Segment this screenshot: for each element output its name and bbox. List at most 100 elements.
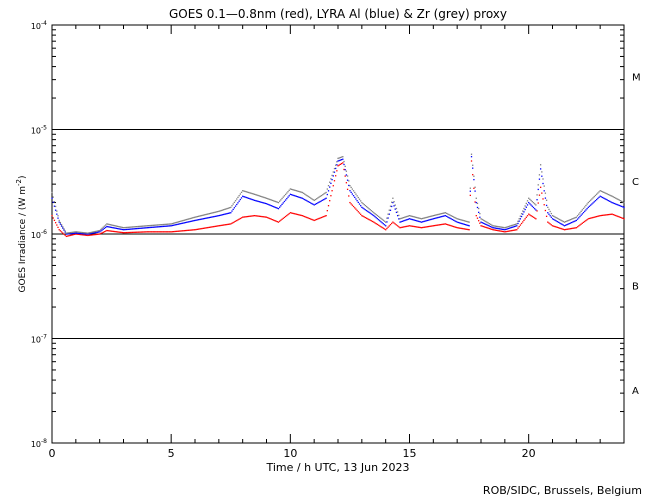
series-1-point xyxy=(469,190,471,192)
series-2-point xyxy=(354,191,356,194)
series-1-point xyxy=(263,202,265,204)
series-2-point xyxy=(622,201,624,203)
series-2-point xyxy=(597,192,599,194)
series-0-point xyxy=(489,228,492,230)
series-0-point xyxy=(144,231,146,233)
series-2-point xyxy=(443,212,445,214)
series-1-point xyxy=(511,226,513,229)
series-2-point xyxy=(561,220,563,222)
series-0-point xyxy=(432,225,435,227)
series-2-point xyxy=(220,209,222,212)
series-1-point xyxy=(236,203,238,206)
series-1-point xyxy=(250,198,252,200)
series-0-point xyxy=(455,226,457,228)
series-1-point xyxy=(294,195,296,197)
series-1-point xyxy=(217,215,219,217)
series-2-point xyxy=(175,221,177,224)
series-0-point xyxy=(116,231,119,233)
series-0-point xyxy=(97,233,100,235)
series-2-point xyxy=(387,213,389,215)
series-0-point xyxy=(318,217,320,220)
series-1-point xyxy=(592,202,594,204)
series-1-point xyxy=(139,227,141,229)
series-0-point xyxy=(103,231,106,233)
series-2-point xyxy=(145,225,147,227)
series-1-point xyxy=(132,228,134,230)
series-0-point xyxy=(145,231,147,233)
series-1-point xyxy=(147,226,150,229)
series-1-point xyxy=(350,191,352,194)
series-2-point xyxy=(268,198,270,200)
series-2-point xyxy=(282,196,284,198)
series-0-point xyxy=(336,170,338,172)
series-1-point xyxy=(243,196,245,198)
series-2-point xyxy=(213,211,215,214)
series-0-point xyxy=(391,222,393,225)
series-2-point xyxy=(261,196,263,198)
series-2-point xyxy=(548,208,550,211)
series-1-point xyxy=(468,225,470,227)
series-1-point xyxy=(296,196,299,198)
series-1-point xyxy=(423,220,425,223)
series-0-point xyxy=(488,227,491,230)
series-0-point xyxy=(360,213,362,215)
series-2-point xyxy=(413,216,415,218)
series-2-point xyxy=(136,225,138,228)
series-1-point xyxy=(487,224,489,227)
series-1-point xyxy=(463,223,466,225)
series-2-point xyxy=(422,217,424,220)
series-1-point xyxy=(603,197,605,199)
y-axis-ticks: 10-4 10-5 10-6 10-7 10-8 xyxy=(31,20,624,449)
series-1-point xyxy=(430,218,432,221)
series-1-point xyxy=(144,227,146,229)
series-1-point xyxy=(493,227,495,229)
series-1-point xyxy=(255,200,257,202)
series-1-point xyxy=(617,204,619,206)
series-1-point xyxy=(146,227,149,229)
series-0-point xyxy=(480,225,482,227)
series-0-point xyxy=(305,216,307,218)
series-1-point xyxy=(553,218,555,221)
series-0-point xyxy=(91,234,94,236)
series-1-point xyxy=(320,200,323,202)
series-1-point xyxy=(323,198,325,201)
series-1-point xyxy=(417,220,419,222)
series-2-point xyxy=(233,201,236,204)
series-1-point xyxy=(122,229,125,231)
series-1-point xyxy=(343,163,345,166)
series-1-point xyxy=(59,223,62,225)
series-0-point xyxy=(529,214,531,216)
series-2-point xyxy=(326,188,328,190)
series-2-point xyxy=(203,214,206,216)
series-1-point xyxy=(579,215,581,218)
series-0-point xyxy=(261,215,263,218)
series-1-point xyxy=(544,197,547,199)
series-0-point xyxy=(147,231,150,233)
series-1-point xyxy=(581,213,583,215)
series-0-point xyxy=(220,224,222,227)
series-1-point xyxy=(311,202,313,205)
series-0-point xyxy=(463,228,466,230)
series-0-point xyxy=(504,231,506,233)
series-0-point xyxy=(292,212,294,214)
series-0-point xyxy=(161,231,163,233)
series-2-point xyxy=(331,174,333,177)
series-1-point xyxy=(568,222,570,225)
series-0-point xyxy=(178,230,181,232)
series-2-point xyxy=(141,225,144,227)
series-2-point xyxy=(497,225,499,228)
series-2-point xyxy=(243,190,245,192)
series-2-point xyxy=(106,223,108,225)
series-1-point xyxy=(220,214,222,216)
series-0-point xyxy=(233,221,236,223)
series-2-point xyxy=(606,193,609,195)
series-1-point xyxy=(370,213,373,215)
series-0-point xyxy=(562,228,564,230)
series-2-point xyxy=(150,224,152,227)
series-1-point xyxy=(551,218,554,220)
series-1-point xyxy=(615,203,617,205)
series-0-point xyxy=(57,226,59,229)
series-2-point xyxy=(441,212,443,215)
series-0-point xyxy=(442,223,444,225)
series-2-point xyxy=(401,217,404,219)
